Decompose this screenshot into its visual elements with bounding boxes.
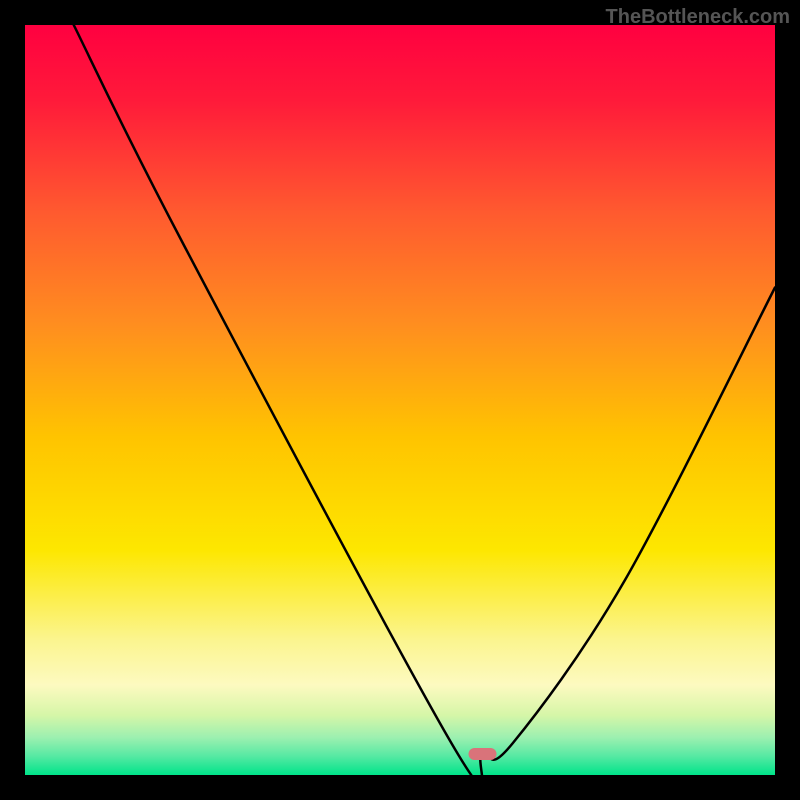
curve-min-marker [469, 748, 497, 760]
chart-container: TheBottleneck.com [0, 0, 800, 800]
watermark-text: TheBottleneck.com [606, 6, 790, 29]
bottleneck-chart [0, 0, 800, 800]
chart-background [25, 25, 775, 775]
